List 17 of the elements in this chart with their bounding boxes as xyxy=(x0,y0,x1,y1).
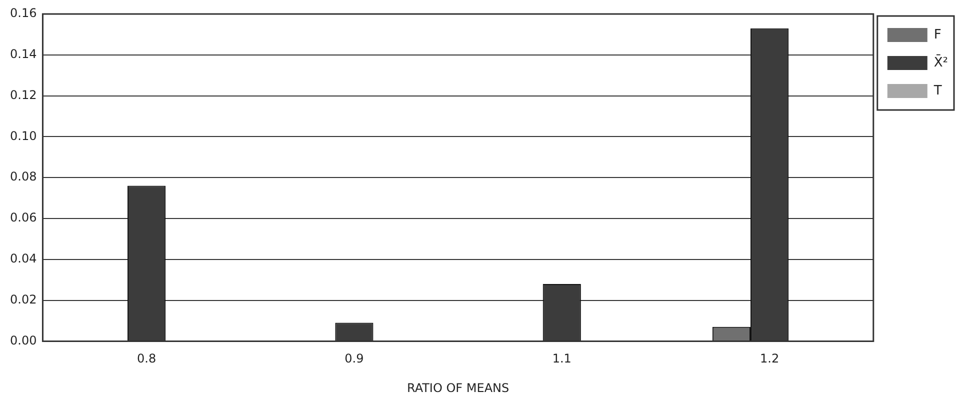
y-tick-label: 0.16 xyxy=(10,6,37,20)
x-tick-label: 0.9 xyxy=(344,352,364,366)
y-tick-label: 0.06 xyxy=(10,210,37,225)
legend-label: T xyxy=(932,83,942,98)
legend-label: F xyxy=(934,27,942,42)
x-tick-label: 1.1 xyxy=(552,352,572,366)
y-tick-label: 0.04 xyxy=(10,252,37,266)
y-tick-label: 0.02 xyxy=(10,292,37,306)
x-axis-title: RATIO OF MEANS xyxy=(406,380,510,395)
x-tick-label: 1.2 xyxy=(760,352,780,366)
x-tick-label: 0.8 xyxy=(137,352,156,366)
y-tick-label: 0.12 xyxy=(10,88,37,102)
y-tick-label: 0.00 xyxy=(10,333,37,348)
legend-label: X̄² xyxy=(934,54,948,70)
y-tick-label: 0.14 xyxy=(10,47,37,62)
y-tick-label: 0.08 xyxy=(10,170,37,184)
y-tick-label: 0.10 xyxy=(10,128,37,143)
